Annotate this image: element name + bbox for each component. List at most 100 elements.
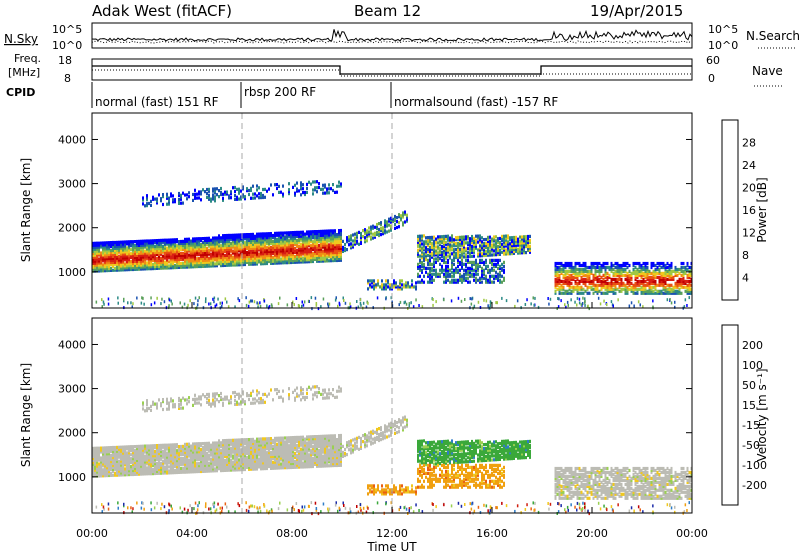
power-cell <box>633 284 635 287</box>
power-cell <box>617 262 619 265</box>
velocity-cell <box>154 450 156 453</box>
power-cell <box>459 273 461 276</box>
power-cell <box>244 241 246 244</box>
power-cell <box>302 301 304 304</box>
power-cell <box>617 278 619 281</box>
power-cell <box>445 261 447 264</box>
power-cell <box>599 278 601 281</box>
power-cell <box>637 262 639 265</box>
velocity-cell <box>186 443 188 446</box>
power-cell <box>521 235 523 238</box>
power-cell <box>250 233 252 236</box>
power-cell <box>429 236 431 239</box>
power-cell <box>625 284 627 287</box>
power-cell <box>487 265 489 268</box>
velocity-cell <box>134 445 136 448</box>
power-cell <box>117 296 119 299</box>
power-cell <box>617 298 619 301</box>
power-cell <box>467 251 469 254</box>
power-cell <box>569 274 571 277</box>
nsky-tick-top: 10^5 <box>52 23 82 36</box>
power-cell <box>94 242 96 245</box>
power-cell <box>238 198 240 201</box>
power-cell <box>575 286 577 289</box>
power-cell <box>475 235 477 238</box>
power-cell <box>655 292 657 295</box>
power-cell <box>477 273 479 276</box>
power-cell <box>352 233 354 236</box>
power-cell <box>214 195 216 198</box>
power-cell <box>196 257 198 260</box>
power-cell <box>645 262 647 265</box>
power-cell <box>108 298 110 301</box>
power-cell <box>419 259 421 262</box>
power-cell <box>363 302 365 305</box>
power-cell <box>124 262 126 265</box>
power-cell <box>601 264 603 267</box>
power-cell <box>497 301 499 304</box>
power-cell <box>258 186 260 189</box>
power-cell <box>274 232 276 235</box>
power-cell <box>312 230 314 233</box>
power-cell <box>316 180 318 183</box>
power-cell <box>601 276 603 279</box>
power-cell <box>234 198 236 201</box>
power-cell <box>372 237 374 240</box>
power-cell <box>169 298 171 301</box>
power-cell <box>302 187 304 190</box>
power-cell <box>156 297 158 300</box>
power-cell <box>192 237 194 240</box>
power-cell <box>161 298 163 301</box>
power-cell <box>345 302 347 305</box>
power-cell <box>505 235 507 238</box>
power-cell <box>197 303 199 306</box>
power-cell <box>479 244 481 247</box>
power-cell <box>625 278 627 281</box>
power-cell <box>447 255 449 258</box>
power-cell <box>635 262 637 265</box>
power-cell <box>481 267 483 270</box>
power-cell <box>350 242 352 245</box>
power-cell <box>196 237 198 240</box>
power-cell <box>473 269 475 272</box>
power-cell <box>294 184 296 187</box>
power-cell <box>126 240 128 243</box>
power-cell <box>367 279 369 282</box>
power-cell <box>156 239 158 242</box>
power-cell <box>380 227 382 230</box>
power-cell <box>469 267 471 270</box>
power-cell <box>212 237 214 240</box>
power-cell <box>681 262 683 265</box>
power-cell <box>314 230 316 233</box>
power-cell <box>195 297 197 300</box>
power-cell <box>367 302 369 305</box>
power-cell <box>560 299 562 302</box>
power-cell <box>162 239 164 242</box>
power-cell <box>156 257 158 260</box>
power-cell <box>374 226 376 229</box>
power-cell <box>603 278 605 281</box>
power-cell <box>607 272 609 275</box>
power-cell <box>314 180 316 183</box>
power-cell <box>487 236 489 239</box>
power-cell <box>323 298 325 301</box>
power-cell <box>465 247 467 250</box>
power-cell <box>170 238 172 241</box>
power-cell <box>623 262 625 265</box>
power-cell <box>259 301 261 304</box>
nave-line <box>92 70 692 76</box>
power-cell <box>499 279 501 282</box>
power-cell <box>254 192 256 195</box>
power-cell <box>164 261 166 264</box>
power-cell <box>160 197 162 200</box>
power-cell <box>443 259 445 262</box>
power-cell <box>595 284 597 287</box>
power-cell <box>410 301 412 304</box>
power-cell <box>278 191 280 194</box>
power-cell <box>271 305 273 308</box>
velocity-cell <box>198 462 200 465</box>
power-cell <box>623 274 625 277</box>
power-cell <box>643 266 645 269</box>
power-cell <box>461 300 463 303</box>
power-cell <box>513 236 515 239</box>
